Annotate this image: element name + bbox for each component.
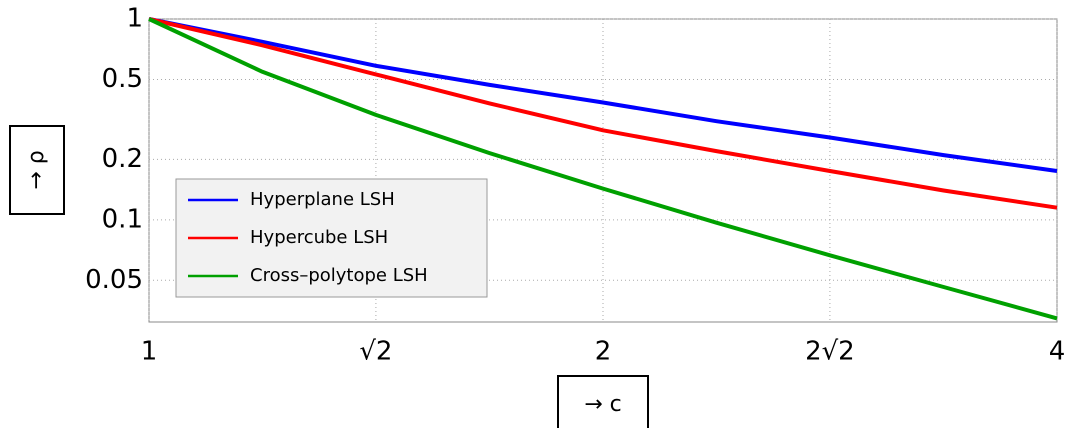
x-tick-label: √2 xyxy=(359,337,392,367)
y-tick-label: 1 xyxy=(126,4,143,34)
series-line xyxy=(148,17,1058,173)
series-line xyxy=(148,17,1058,210)
series-line xyxy=(148,17,1058,321)
legend-label: Hypercube LSH xyxy=(250,227,388,248)
y-tick-label: 0.1 xyxy=(102,204,143,234)
y-tick-label: 0.05 xyxy=(85,265,143,295)
y-label-box xyxy=(9,125,65,215)
x-axis-label: → c xyxy=(584,392,622,417)
y-tick-label: 0.5 xyxy=(102,64,143,94)
x-label-box xyxy=(557,375,649,428)
grid xyxy=(148,18,1058,322)
lines xyxy=(148,17,1058,321)
legend-label: Hyperplane LSH xyxy=(250,189,395,210)
x-tick-label: 2√2 xyxy=(805,337,855,367)
x-tick-label: 1 xyxy=(141,337,158,367)
x-tick-label: 2 xyxy=(595,337,612,367)
y-axis-label: → ρ xyxy=(24,150,49,189)
legend xyxy=(175,178,488,298)
y-tick-label: 0.2 xyxy=(102,144,143,174)
legend-label: Cross–polytope LSH xyxy=(250,265,428,286)
x-tick-label: 4 xyxy=(1049,337,1065,367)
